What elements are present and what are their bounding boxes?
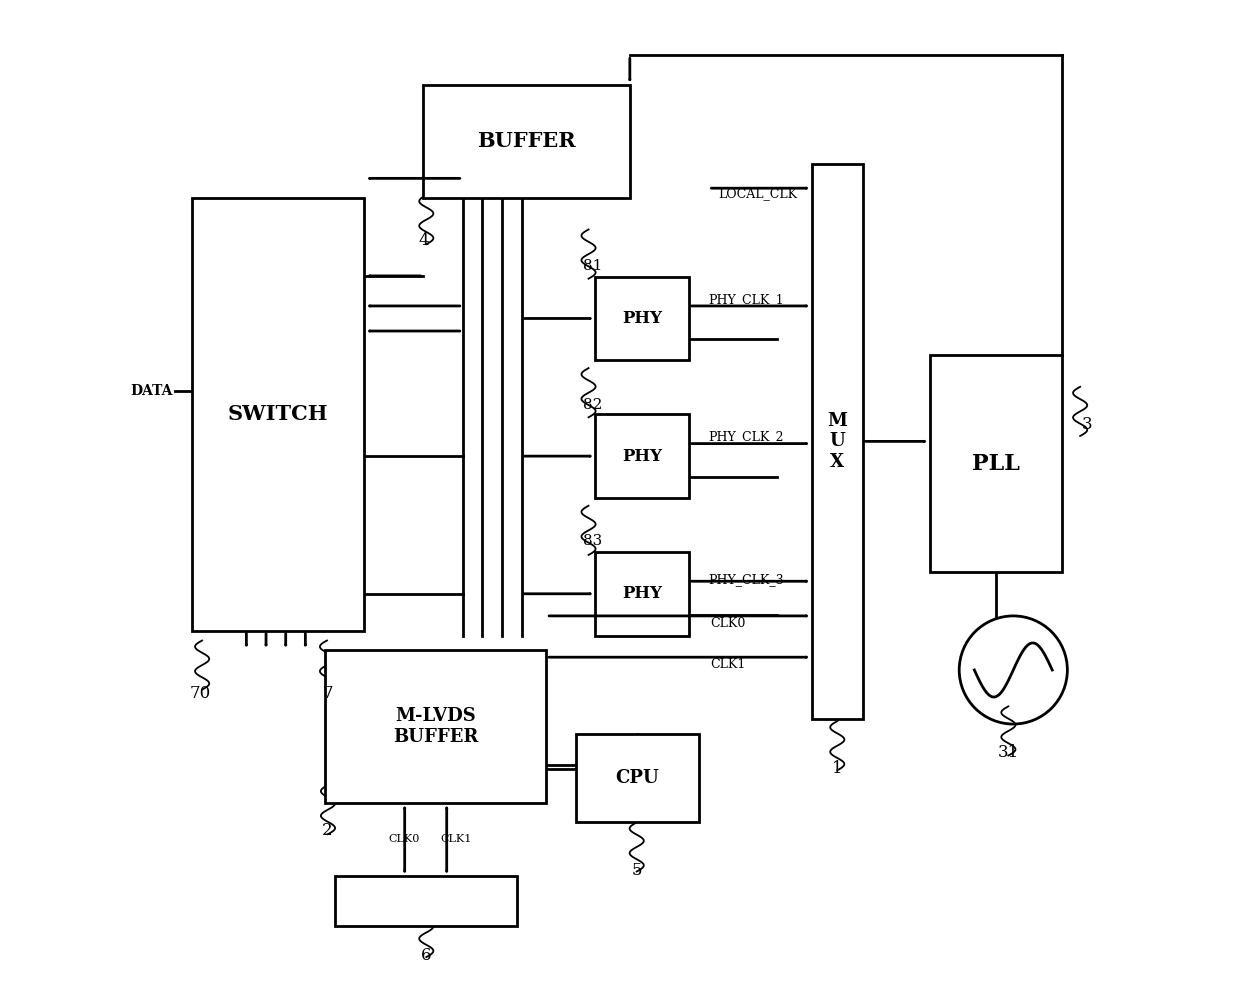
Text: PLL: PLL	[972, 453, 1021, 474]
Text: CLK1: CLK1	[440, 834, 471, 844]
Text: BUFFER: BUFFER	[477, 131, 575, 152]
Bar	[423, 85, 630, 198]
Text: M
U
X: M U X	[827, 411, 847, 471]
Text: 83: 83	[583, 534, 601, 548]
Text: CLK0: CLK0	[711, 617, 745, 630]
Bar	[575, 734, 698, 822]
Text: 70: 70	[190, 684, 211, 702]
Text: 5: 5	[631, 862, 642, 879]
Bar	[930, 355, 1063, 572]
Text: 81: 81	[583, 259, 601, 273]
Bar	[812, 164, 863, 719]
Text: DATA: DATA	[130, 384, 172, 397]
Bar	[595, 552, 689, 636]
Text: PHY_CLK_1: PHY_CLK_1	[708, 293, 784, 306]
Text: 2: 2	[322, 822, 332, 839]
Text: 6: 6	[422, 948, 432, 964]
Text: SWITCH: SWITCH	[228, 404, 329, 424]
Text: 7: 7	[324, 684, 334, 702]
Text: PHY_CLK_3: PHY_CLK_3	[708, 573, 784, 586]
Text: PHY: PHY	[622, 310, 662, 327]
Text: LOCAL_CLK: LOCAL_CLK	[718, 187, 797, 200]
Text: PHY: PHY	[622, 586, 662, 602]
Text: 4: 4	[418, 233, 429, 249]
Text: 3: 3	[1081, 416, 1092, 433]
Text: PHY_CLK_2: PHY_CLK_2	[708, 431, 784, 444]
Bar	[595, 277, 689, 360]
Text: CLK0: CLK0	[388, 834, 419, 844]
Text: CPU: CPU	[615, 769, 660, 787]
Bar	[595, 414, 689, 498]
Text: 1: 1	[832, 760, 843, 777]
Text: M-LVDS
BUFFER: M-LVDS BUFFER	[393, 707, 479, 746]
Text: PHY: PHY	[622, 448, 662, 464]
Bar	[335, 877, 517, 926]
Text: CLK1: CLK1	[711, 658, 745, 670]
Bar	[325, 651, 547, 803]
Text: 31: 31	[998, 743, 1019, 761]
Text: 82: 82	[583, 397, 601, 411]
Bar	[192, 198, 365, 631]
